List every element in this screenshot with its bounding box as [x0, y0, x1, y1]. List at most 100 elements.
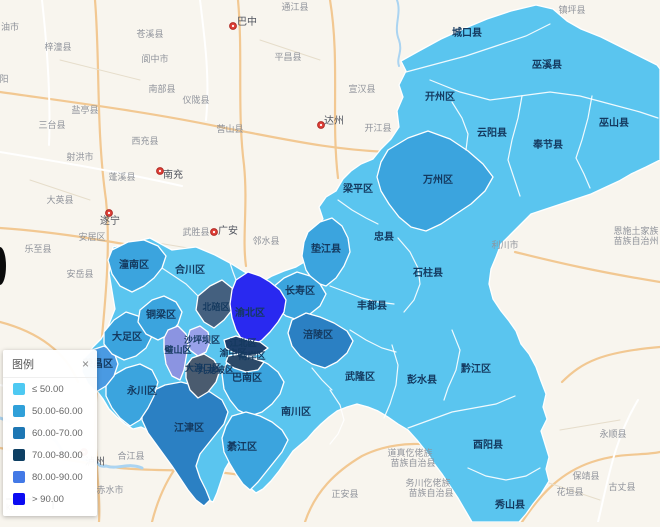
background-label: 大英县: [46, 194, 73, 205]
legend-row: 80.00-90.00: [3, 466, 97, 488]
district-label: 南川区: [281, 405, 311, 418]
region-wanzhou[interactable]: [376, 130, 494, 232]
region-yubei[interactable]: [229, 271, 287, 347]
legend-close-icon[interactable]: ×: [81, 357, 89, 371]
background-label: 油市: [1, 21, 19, 32]
district-label: 酉阳县: [473, 439, 503, 451]
background-label: 蓬溪县: [108, 171, 135, 182]
district-label: 巴南区: [232, 371, 262, 384]
district-label: 南岸区: [238, 350, 265, 361]
background-label: 盐亭县: [71, 104, 98, 115]
district-label: 渝中区: [219, 347, 246, 358]
district-label: 忠县: [374, 230, 394, 243]
background-label: 宣汉县: [348, 83, 375, 94]
region-qijiang[interactable]: [221, 411, 289, 491]
legend-swatch: [13, 493, 25, 505]
district-label: 北碚区: [202, 301, 229, 312]
district-label: 铜梁区: [146, 308, 176, 321]
district-label: 渝北区: [235, 306, 265, 319]
district-label: 巫山县: [599, 116, 629, 129]
background-label: 梓潼县: [44, 41, 71, 52]
district-label: 江北区: [229, 337, 256, 348]
background-label: 阳: [0, 74, 9, 84]
drawer-handle[interactable]: [0, 247, 6, 285]
legend-row: ≤ 50.00: [3, 378, 97, 400]
legend-row: 60.00-70.00: [3, 422, 97, 444]
district-label: 大足区: [112, 330, 142, 343]
city-marker-dot: [158, 169, 162, 173]
district-label: 彭水县: [407, 373, 437, 386]
background-label: 武胜县: [182, 226, 209, 237]
legend-title: 图例: [12, 359, 34, 371]
district-label: 长寿区: [285, 284, 315, 297]
district-label: 万州区: [422, 174, 453, 186]
background-label: 镇坪县: [558, 4, 585, 15]
legend-items: ≤ 50.00 50.00-60.00 60.00-70.00 70.00-80.00…: [3, 378, 97, 510]
legend-label: ≤ 50.00: [32, 383, 64, 395]
background-label: 阆中市: [141, 53, 168, 64]
background-label: 道真仡佬族: [387, 447, 432, 458]
background-label: 南部县: [148, 83, 175, 94]
background-label: 安岳县: [66, 268, 93, 279]
legend-swatch: [13, 427, 25, 439]
district-label: 城口县: [452, 26, 482, 39]
region-tongnan[interactable]: [107, 239, 167, 293]
background-label: 仪陇县: [182, 94, 209, 105]
background-label: 西充县: [131, 135, 158, 146]
district-label: 奉节县: [532, 138, 563, 151]
legend-swatch: [13, 471, 25, 483]
district-label: 丰都县: [357, 299, 387, 312]
background-label: 赤水市: [96, 484, 123, 495]
district-label: 江津区: [174, 421, 204, 434]
legend-swatch: [13, 449, 25, 461]
legend-swatch: [13, 383, 25, 395]
background-label: 苍溪县: [136, 28, 163, 39]
background-label: 射洪市: [66, 151, 93, 162]
background-label: 苗族自治县: [408, 487, 453, 498]
background-label: 利川市: [491, 239, 518, 250]
background-label: 恩施土家族: [613, 225, 658, 236]
district-label: 武隆区: [345, 370, 375, 383]
district-label: 垫江县: [311, 242, 341, 255]
region-shapingba[interactable]: [186, 325, 211, 357]
background-label: 正安县: [331, 488, 358, 499]
city-marker-dot: [231, 24, 235, 28]
city-label: 遂宁: [100, 214, 120, 227]
region-jiangjin[interactable]: [141, 381, 229, 507]
region-dianjiang[interactable]: [301, 217, 351, 287]
background-label: 务川仡佬族: [405, 477, 450, 488]
city-marker-dot: [319, 123, 323, 127]
background-label: 开江县: [364, 123, 391, 133]
region-yongchuan[interactable]: [105, 363, 159, 427]
district-label: 梁平区: [342, 182, 373, 195]
district-label: 秀山县: [494, 498, 525, 511]
region-bishan[interactable]: [163, 325, 189, 381]
district-label: 合川区: [174, 263, 205, 276]
region-jiangbei[interactable]: [223, 335, 269, 357]
background-label: 苗族自治县: [390, 457, 435, 468]
city-label: 巴中: [237, 15, 257, 28]
region-fuling[interactable]: [287, 312, 354, 369]
background-label: 安居区: [78, 231, 105, 242]
legend-label: 70.00-80.00: [32, 449, 83, 461]
district-label: 云阳县: [477, 127, 507, 139]
background-label: 平昌县: [274, 52, 301, 62]
region-jiulongpo-dadukou[interactable]: [185, 353, 221, 399]
background-label: 古丈县: [608, 481, 635, 492]
background-label: 营山县: [216, 123, 243, 134]
legend-row: 50.00-60.00: [3, 400, 97, 422]
district-label: 黔江区: [461, 362, 491, 375]
district-label: 璧山区: [163, 344, 191, 355]
district-borders: [161, 23, 659, 481]
background-label: 三台县: [38, 119, 65, 130]
district-label: 巫溪县: [532, 58, 562, 71]
city-marker-dot: [212, 230, 216, 234]
region-yuzhong-nanan[interactable]: [225, 353, 265, 373]
legend-swatch: [13, 405, 25, 417]
background-label: 邻水县: [252, 235, 279, 246]
legend-label: > 90.00: [32, 493, 64, 505]
legend-panel: 图例 × ≤ 50.00 50.00-60.00 60.00-70.00 70.00-…: [3, 350, 97, 516]
district-label: 沙坪坝区: [184, 334, 220, 345]
